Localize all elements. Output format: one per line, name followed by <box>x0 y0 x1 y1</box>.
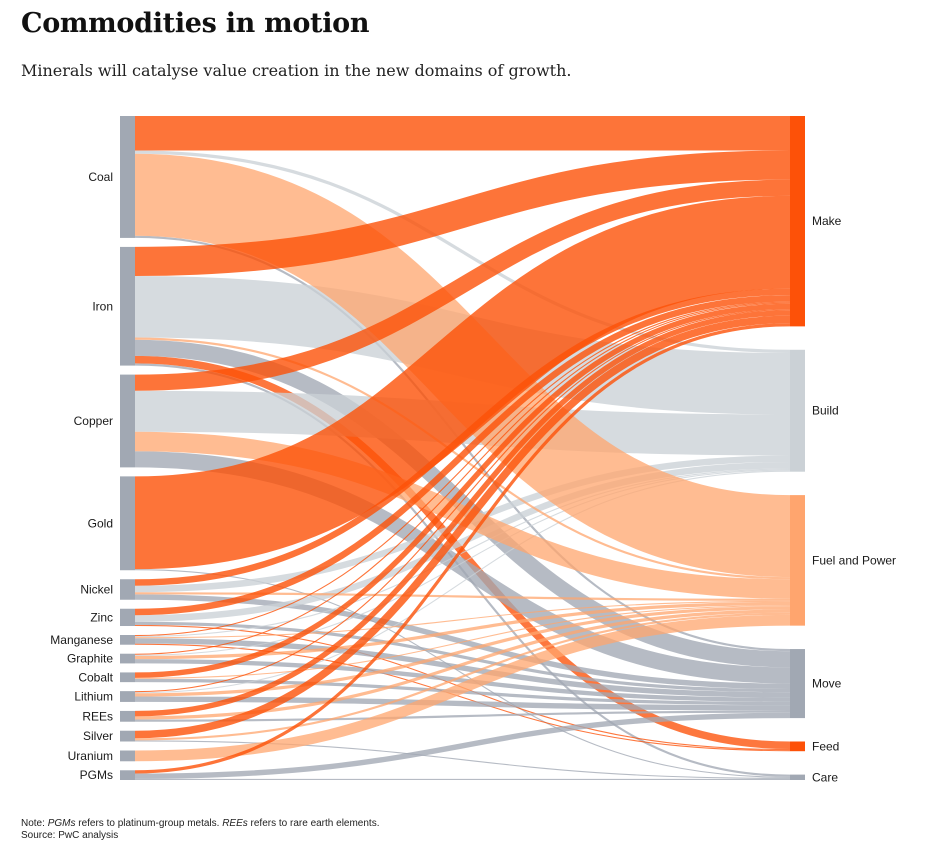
node-build <box>790 349 805 472</box>
flow-zinc-to-make <box>134 295 791 616</box>
flow-manganese-to-make <box>134 301 791 637</box>
node-coal <box>120 116 135 238</box>
label-lithium: Lithium <box>74 690 113 704</box>
node-nickel <box>120 579 135 600</box>
note-prefix: Note: <box>21 818 48 829</box>
flow-copper-to-make <box>134 179 791 391</box>
label-uranium: Uranium <box>68 749 113 763</box>
flow-manganese-to-move <box>134 638 791 698</box>
node-cobalt <box>120 672 135 683</box>
node-silver <box>120 730 135 742</box>
node-feed <box>790 741 805 752</box>
label-nickel: Nickel <box>80 582 113 596</box>
label-manganese: Manganese <box>50 633 113 647</box>
note-text-1: refers to platinum-group metals. <box>75 818 223 829</box>
node-make <box>790 116 805 327</box>
label-build: Build <box>812 404 839 418</box>
labels-layer: Coal Iron Copper Gold Nickel Zinc Manganese Gra… <box>50 170 896 784</box>
label-coal: Coal <box>88 170 113 184</box>
label-fuel-and-power: Fuel and Power <box>812 553 896 567</box>
label-graphite: Graphite <box>67 652 113 666</box>
flow-silver-to-make <box>134 315 791 739</box>
label-care: Care <box>812 770 838 784</box>
node-copper <box>120 374 135 468</box>
label-feed: Feed <box>812 739 839 753</box>
flow-iron-to-make <box>134 150 791 277</box>
label-rees: REEs <box>82 709 113 723</box>
flow-pgms-to-move <box>134 712 791 779</box>
node-manganese <box>120 635 135 645</box>
footnote-source: Source: PwC analysis <box>21 830 119 841</box>
flow-rees-to-make <box>134 310 791 717</box>
nodes-layer <box>120 116 805 780</box>
node-lithium <box>120 691 135 702</box>
chart-subtitle: Minerals will catalyse value creation in… <box>21 61 572 80</box>
flow-manganese-to-feed <box>134 643 791 752</box>
label-silver: Silver <box>83 729 113 743</box>
footnote-note: Note: PGMs refers to platinum-group meta… <box>21 818 380 830</box>
node-care <box>790 774 805 780</box>
node-gold <box>120 476 135 571</box>
node-uranium <box>120 750 135 762</box>
note-text-2: refers to rare earth elements. <box>247 818 380 829</box>
flow-lithium-to-make <box>134 309 791 693</box>
label-cobalt: Cobalt <box>78 670 113 684</box>
label-copper: Copper <box>74 414 113 428</box>
flow-lithium-to-move <box>134 696 791 711</box>
node-move <box>790 649 805 719</box>
flow-gold-to-make <box>134 195 791 570</box>
flow-cobalt-to-make <box>134 303 791 678</box>
note-term-rees: REEs <box>222 818 248 829</box>
node-zinc <box>120 608 135 627</box>
links-layer <box>134 115 791 781</box>
node-iron <box>120 246 135 366</box>
note-term-pgms: PGMs <box>47 818 76 829</box>
footnote: Note: PGMs refers to platinum-group meta… <box>21 818 380 842</box>
flow-manganese-to-fuel-and-power <box>134 600 791 639</box>
label-gold: Gold <box>88 516 113 530</box>
flow-cobalt-to-fuel-and-power <box>134 605 791 679</box>
flow-rees-to-move <box>134 710 791 722</box>
label-iron: Iron <box>92 299 113 313</box>
flow-graphite-to-move <box>134 659 791 702</box>
label-zinc: Zinc <box>90 610 113 624</box>
flow-graphite-to-make <box>134 302 791 655</box>
flow-silver-to-fuel-and-power <box>134 612 791 741</box>
label-make: Make <box>812 214 842 228</box>
chart-title: Commodities in motion <box>21 8 370 39</box>
flow-pgms-to-make <box>134 323 791 774</box>
label-move: Move <box>812 677 842 691</box>
node-pgms <box>120 770 135 780</box>
node-graphite <box>120 653 135 664</box>
flow-nickel-to-make <box>134 288 791 586</box>
label-pgms: PGMs <box>80 768 113 782</box>
node-fuel-and-power <box>790 495 805 626</box>
node-rees <box>120 710 135 722</box>
